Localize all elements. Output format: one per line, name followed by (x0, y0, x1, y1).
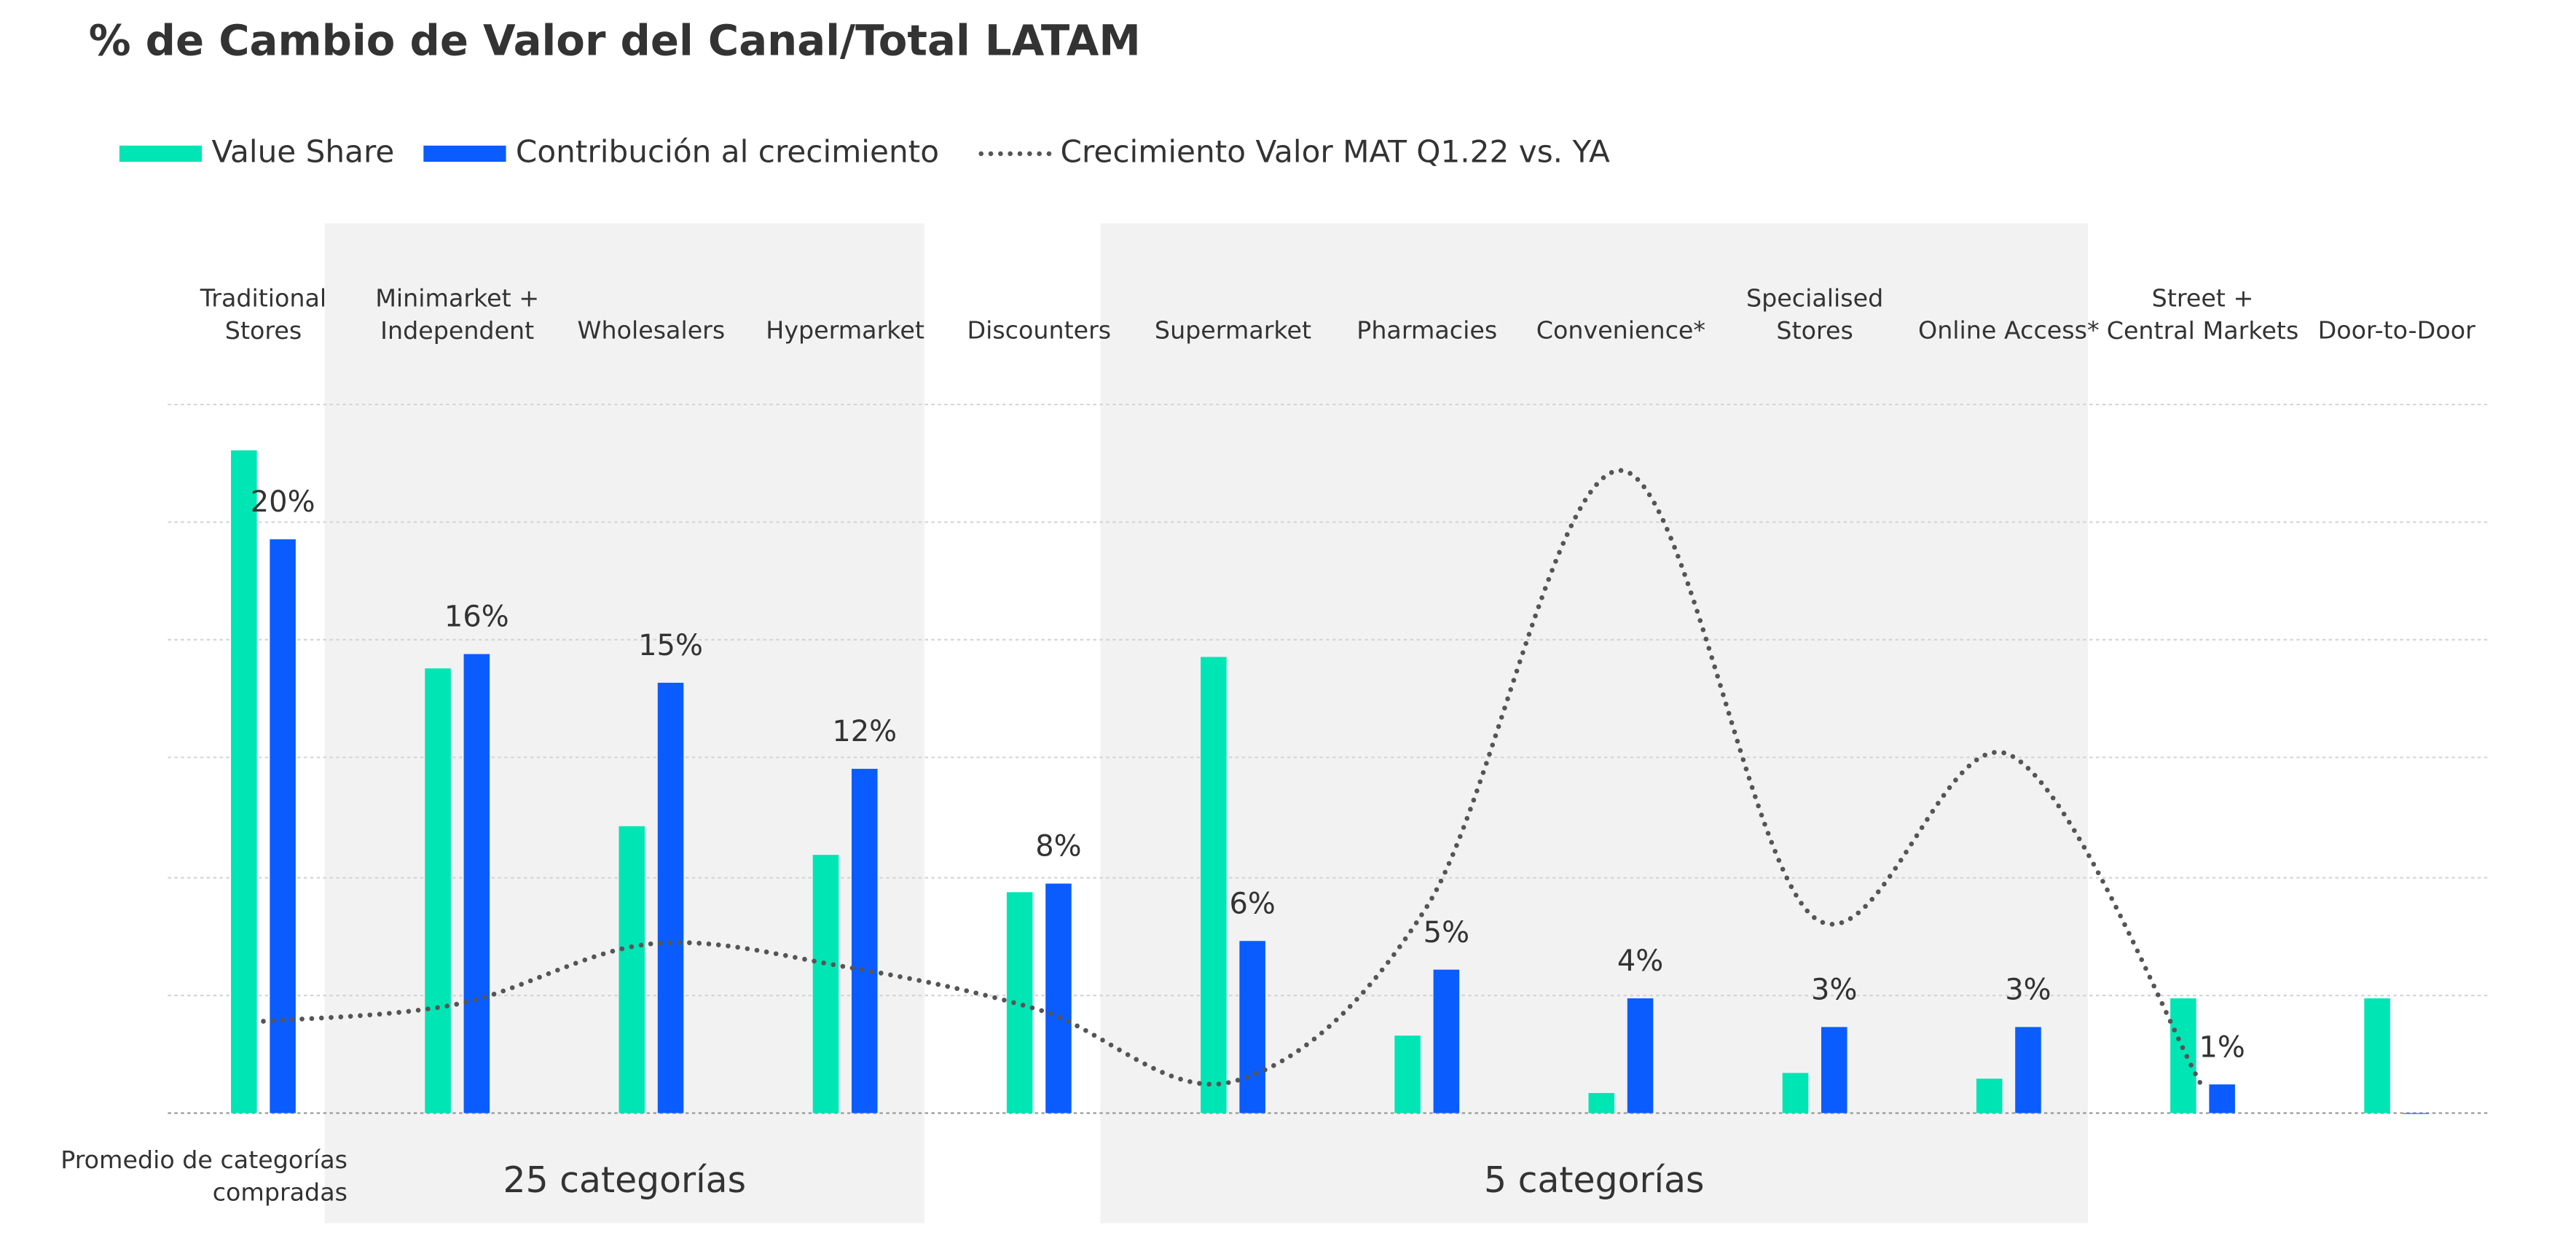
bar (851, 769, 878, 1113)
category-label: Online Access* (1918, 316, 2100, 345)
legend-label: Contribución al crecimiento (516, 133, 939, 169)
bar (1782, 1073, 1809, 1113)
bar (1006, 892, 1033, 1113)
value-label: 20% (251, 485, 315, 519)
category-label: Door-to-Door (2318, 316, 2475, 345)
bar (1821, 1027, 1847, 1113)
group-label: 25 categorías (503, 1159, 746, 1201)
group-label: 5 categorías (1484, 1159, 1704, 1201)
value-label: 3% (2005, 974, 2051, 1007)
bar (2364, 998, 2390, 1113)
bar (425, 668, 451, 1113)
category-label: Minimarket + Independent (375, 283, 539, 344)
value-label: 4% (1617, 944, 1663, 978)
bar (1239, 941, 1265, 1113)
bar (1045, 883, 1072, 1113)
bar (270, 539, 296, 1113)
legend-label: Crecimiento Valor MAT Q1.22 vs. YA (1061, 133, 1610, 169)
value-label: 6% (1229, 887, 1275, 920)
bar (1394, 1035, 1421, 1113)
bar (812, 855, 839, 1113)
value-label: 12% (832, 715, 897, 748)
category-label: Wholesalers (578, 316, 726, 345)
bar (2170, 998, 2196, 1113)
legend-label: Value Share (211, 133, 394, 169)
value-label: 5% (1424, 916, 1469, 950)
category-label: Discounters (967, 316, 1111, 345)
bar (1976, 1078, 2003, 1113)
value-label: 16% (444, 600, 509, 634)
bar (231, 450, 257, 1113)
bar (657, 682, 684, 1113)
row-label: Promedio de categorías compradas (60, 1146, 347, 1206)
category-label: Specialised Stores (1746, 283, 1883, 344)
bar (1588, 1092, 1615, 1113)
bar (619, 826, 645, 1113)
bar (2403, 1113, 2430, 1114)
chart-title: % de Cambio de Valor del Canal/Total LAT… (89, 16, 1141, 66)
legend-swatch (423, 145, 506, 163)
bar (463, 654, 490, 1113)
category-label: Traditional Stores (200, 283, 326, 344)
legend-swatch (119, 145, 203, 163)
value-label: 3% (1811, 974, 1857, 1007)
value-label: 15% (638, 629, 703, 662)
bar (2015, 1027, 2041, 1113)
category-label: Convenience* (1536, 316, 1705, 345)
category-label: Street + Central Markets (2107, 283, 2299, 344)
category-label: Pharmacies (1356, 316, 1497, 345)
bar (2209, 1084, 2235, 1113)
value-label: 8% (1035, 830, 1081, 864)
bar (1433, 969, 1460, 1113)
bar (1201, 657, 1227, 1113)
category-label: Hypermarket (766, 316, 924, 345)
bar (1627, 998, 1654, 1113)
category-label: Supermarket (1155, 316, 1311, 345)
value-label: 1% (2199, 1030, 2245, 1064)
line (261, 468, 2205, 1090)
